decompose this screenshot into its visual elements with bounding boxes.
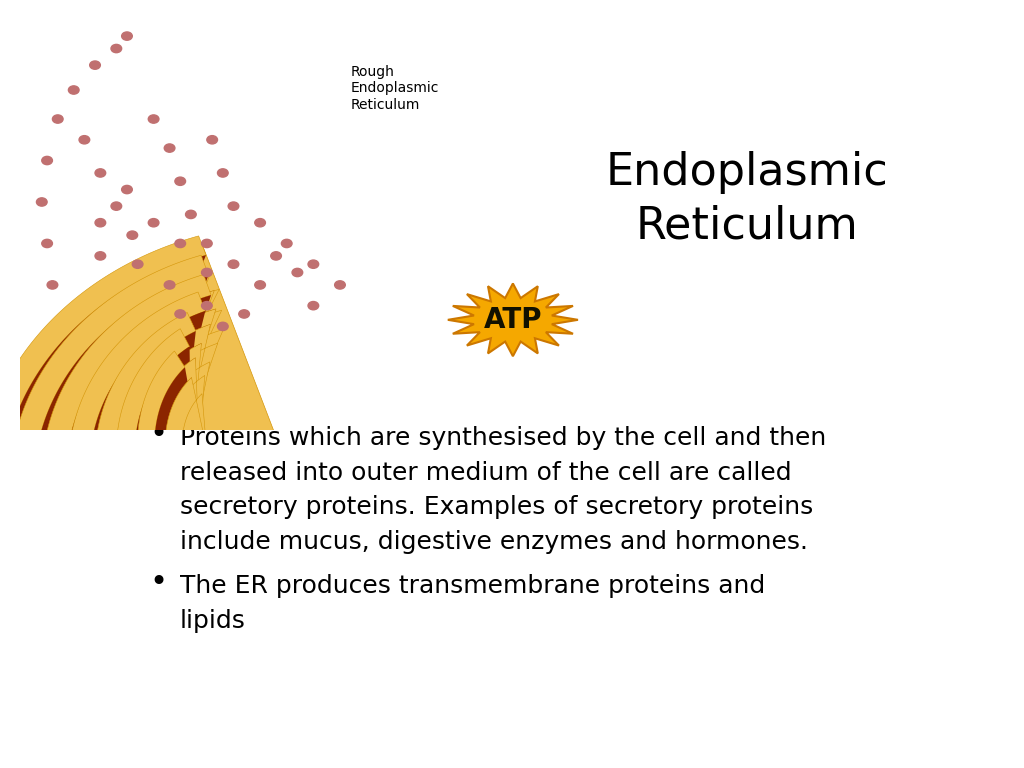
Polygon shape: [52, 290, 222, 592]
Circle shape: [132, 260, 143, 268]
Circle shape: [69, 86, 79, 94]
Polygon shape: [10, 255, 209, 611]
Circle shape: [228, 260, 239, 268]
Polygon shape: [146, 358, 205, 542]
Polygon shape: [117, 329, 189, 571]
Circle shape: [47, 281, 57, 289]
Polygon shape: [165, 377, 218, 521]
Circle shape: [175, 310, 185, 318]
Text: •: •: [150, 420, 167, 449]
Circle shape: [52, 115, 63, 123]
Circle shape: [164, 144, 175, 152]
Text: Endoplasmic
Reticulum: Endoplasmic Reticulum: [605, 151, 889, 247]
Circle shape: [217, 169, 228, 177]
Circle shape: [37, 198, 47, 206]
Circle shape: [202, 240, 212, 247]
Text: •: •: [150, 568, 167, 598]
Circle shape: [111, 45, 122, 53]
Text: The ER produces transmembrane proteins and
lipids: The ER produces transmembrane proteins a…: [179, 574, 765, 633]
Circle shape: [292, 268, 303, 276]
Polygon shape: [129, 343, 210, 554]
Circle shape: [175, 240, 185, 247]
Circle shape: [164, 281, 175, 289]
Circle shape: [148, 115, 159, 123]
Polygon shape: [82, 309, 223, 576]
Text: Proteins which are synthesised by the cell and then
released into outer medium o: Proteins which are synthesised by the ce…: [179, 426, 825, 554]
Polygon shape: [90, 311, 210, 574]
Circle shape: [42, 240, 52, 247]
Circle shape: [90, 61, 100, 69]
Circle shape: [111, 202, 122, 210]
Polygon shape: [0, 243, 297, 581]
Circle shape: [79, 136, 90, 144]
Circle shape: [270, 252, 282, 260]
Polygon shape: [104, 324, 218, 565]
Polygon shape: [34, 275, 214, 601]
Polygon shape: [2, 255, 212, 617]
Circle shape: [228, 202, 239, 210]
Circle shape: [255, 219, 265, 227]
Circle shape: [175, 177, 185, 185]
Polygon shape: [447, 283, 578, 356]
Polygon shape: [42, 274, 211, 597]
Circle shape: [148, 219, 159, 227]
Circle shape: [207, 136, 217, 144]
Circle shape: [42, 157, 52, 164]
Circle shape: [95, 252, 105, 260]
Circle shape: [202, 302, 212, 310]
Circle shape: [127, 231, 137, 240]
Circle shape: [335, 281, 345, 289]
Circle shape: [308, 260, 318, 268]
Circle shape: [95, 219, 105, 227]
Polygon shape: [20, 270, 219, 609]
Polygon shape: [0, 236, 206, 627]
Polygon shape: [155, 367, 212, 533]
Circle shape: [202, 268, 212, 276]
Polygon shape: [69, 292, 206, 588]
Circle shape: [185, 210, 197, 219]
Circle shape: [282, 240, 292, 247]
Circle shape: [217, 323, 228, 330]
Polygon shape: [116, 331, 202, 564]
Text: Rough
Endoplasmic
Reticulum: Rough Endoplasmic Reticulum: [350, 65, 439, 111]
Circle shape: [308, 302, 318, 310]
Circle shape: [255, 281, 265, 289]
Circle shape: [122, 185, 132, 194]
Circle shape: [239, 310, 250, 318]
Polygon shape: [137, 351, 209, 553]
Polygon shape: [135, 346, 196, 553]
Polygon shape: [95, 313, 196, 579]
Circle shape: [122, 32, 132, 40]
Circle shape: [95, 169, 105, 177]
Polygon shape: [66, 295, 216, 584]
Text: ATP: ATP: [483, 306, 542, 334]
